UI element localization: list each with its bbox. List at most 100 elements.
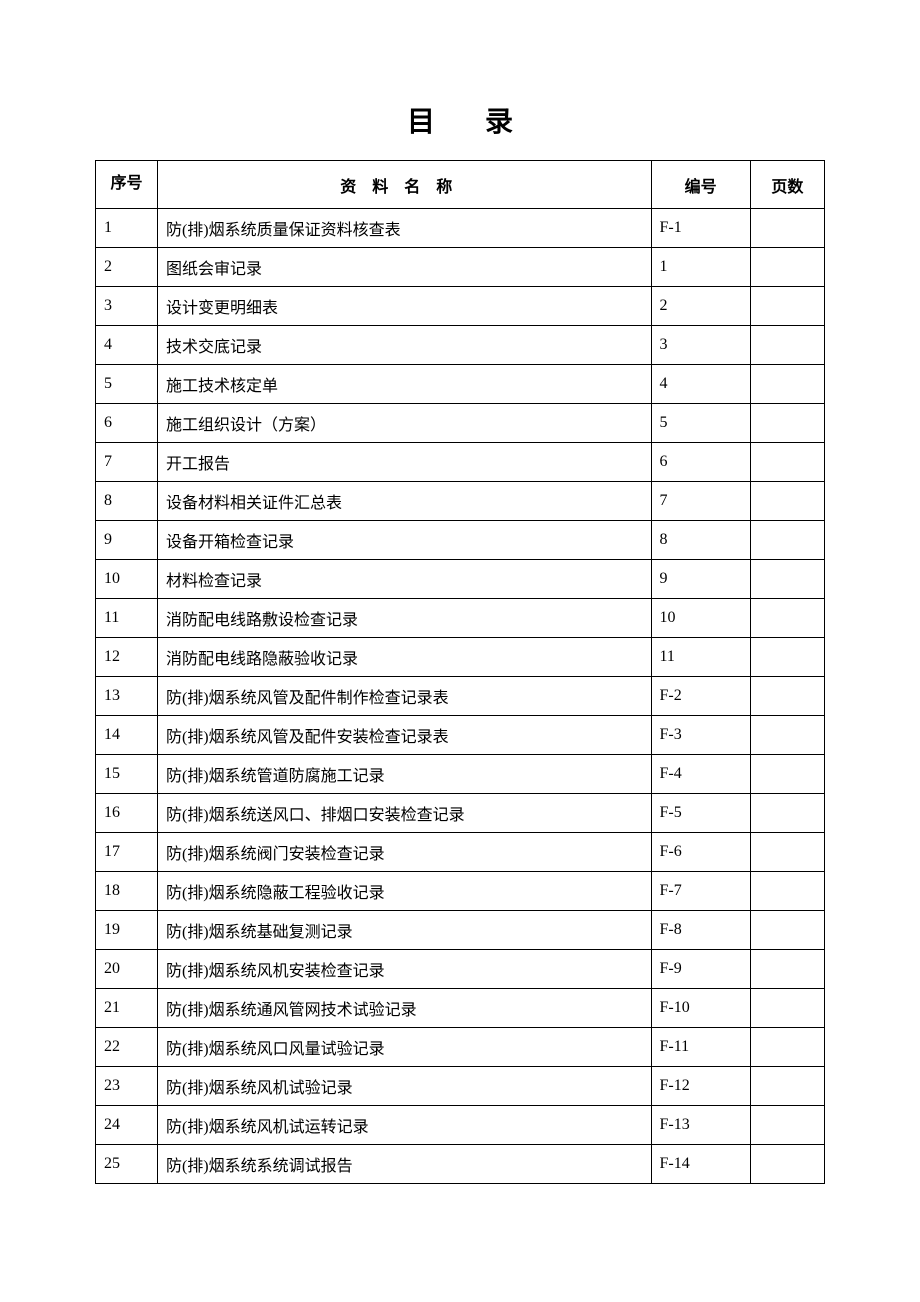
cell-page: [750, 989, 824, 1028]
cell-name: 施工组织设计（方案）: [157, 404, 651, 443]
cell-page: [750, 248, 824, 287]
cell-code: F-14: [651, 1145, 750, 1184]
table-row: 23防(排)烟系统风机试验记录F-12: [96, 1067, 825, 1106]
header-page: 页数: [750, 161, 824, 209]
cell-page: [750, 833, 824, 872]
cell-page: [750, 1028, 824, 1067]
cell-seq: 20: [96, 950, 158, 989]
cell-name: 防(排)烟系统风管及配件安装检查记录表: [157, 716, 651, 755]
cell-code: 7: [651, 482, 750, 521]
table-row: 1防(排)烟系统质量保证资料核查表F-1: [96, 209, 825, 248]
cell-page: [750, 287, 824, 326]
cell-code: 4: [651, 365, 750, 404]
cell-code: F-8: [651, 911, 750, 950]
cell-code: F-5: [651, 794, 750, 833]
cell-code: 8: [651, 521, 750, 560]
table-row: 8设备材料相关证件汇总表7: [96, 482, 825, 521]
cell-seq: 21: [96, 989, 158, 1028]
cell-code: 11: [651, 638, 750, 677]
table-row: 15防(排)烟系统管道防腐施工记录F-4: [96, 755, 825, 794]
cell-name: 防(排)烟系统管道防腐施工记录: [157, 755, 651, 794]
cell-page: [750, 326, 824, 365]
cell-name: 技术交底记录: [157, 326, 651, 365]
cell-code: F-10: [651, 989, 750, 1028]
cell-name: 防(排)烟系统系统调试报告: [157, 1145, 651, 1184]
cell-name: 消防配电线路敷设检查记录: [157, 599, 651, 638]
cell-code: F-12: [651, 1067, 750, 1106]
cell-code: 2: [651, 287, 750, 326]
cell-name: 防(排)烟系统风机试验记录: [157, 1067, 651, 1106]
header-seq: 序号: [96, 161, 158, 209]
cell-page: [750, 1067, 824, 1106]
table-row: 4技术交底记录3: [96, 326, 825, 365]
table-row: 13防(排)烟系统风管及配件制作检查记录表F-2: [96, 677, 825, 716]
cell-page: [750, 716, 824, 755]
cell-code: F-6: [651, 833, 750, 872]
cell-seq: 12: [96, 638, 158, 677]
cell-seq: 5: [96, 365, 158, 404]
cell-name: 防(排)烟系统送风口、排烟口安装检查记录: [157, 794, 651, 833]
cell-page: [750, 365, 824, 404]
cell-seq: 17: [96, 833, 158, 872]
cell-seq: 24: [96, 1106, 158, 1145]
cell-seq: 14: [96, 716, 158, 755]
cell-code: F-4: [651, 755, 750, 794]
cell-page: [750, 950, 824, 989]
table-row: 2图纸会审记录1: [96, 248, 825, 287]
table-row: 12消防配电线路隐蔽验收记录11: [96, 638, 825, 677]
table-row: 6施工组织设计（方案）5: [96, 404, 825, 443]
cell-page: [750, 443, 824, 482]
table-row: 7开工报告6: [96, 443, 825, 482]
cell-seq: 23: [96, 1067, 158, 1106]
cell-name: 防(排)烟系统风口风量试验记录: [157, 1028, 651, 1067]
table-header-row: 序号 资料名称 编号 页数: [96, 161, 825, 209]
header-name: 资料名称: [157, 161, 651, 209]
cell-page: [750, 1106, 824, 1145]
cell-seq: 3: [96, 287, 158, 326]
toc-table: 序号 资料名称 编号 页数 1防(排)烟系统质量保证资料核查表F-12图纸会审记…: [95, 160, 825, 1184]
cell-name: 防(排)烟系统阀门安装检查记录: [157, 833, 651, 872]
cell-name: 设计变更明细表: [157, 287, 651, 326]
cell-code: F-7: [651, 872, 750, 911]
table-row: 21防(排)烟系统通风管网技术试验记录F-10: [96, 989, 825, 1028]
cell-seq: 1: [96, 209, 158, 248]
cell-page: [750, 677, 824, 716]
cell-name: 开工报告: [157, 443, 651, 482]
cell-seq: 8: [96, 482, 158, 521]
cell-name: 防(排)烟系统风管及配件制作检查记录表: [157, 677, 651, 716]
cell-code: F-11: [651, 1028, 750, 1067]
cell-seq: 7: [96, 443, 158, 482]
cell-code: F-9: [651, 950, 750, 989]
table-row: 14防(排)烟系统风管及配件安装检查记录表F-3: [96, 716, 825, 755]
cell-page: [750, 794, 824, 833]
cell-code: F-3: [651, 716, 750, 755]
cell-page: [750, 404, 824, 443]
cell-code: 10: [651, 599, 750, 638]
cell-code: 5: [651, 404, 750, 443]
cell-page: [750, 560, 824, 599]
header-code: 编号: [651, 161, 750, 209]
table-row: 9设备开箱检查记录8: [96, 521, 825, 560]
cell-page: [750, 521, 824, 560]
cell-page: [750, 872, 824, 911]
table-row: 25防(排)烟系统系统调试报告F-14: [96, 1145, 825, 1184]
cell-code: 3: [651, 326, 750, 365]
cell-page: [750, 755, 824, 794]
table-row: 10材料检查记录9: [96, 560, 825, 599]
table-row: 22防(排)烟系统风口风量试验记录F-11: [96, 1028, 825, 1067]
table-row: 11消防配电线路敷设检查记录10: [96, 599, 825, 638]
cell-seq: 10: [96, 560, 158, 599]
cell-page: [750, 638, 824, 677]
cell-name: 防(排)烟系统通风管网技术试验记录: [157, 989, 651, 1028]
cell-page: [750, 482, 824, 521]
cell-code: 9: [651, 560, 750, 599]
cell-seq: 15: [96, 755, 158, 794]
table-row: 20防(排)烟系统风机安装检查记录F-9: [96, 950, 825, 989]
cell-seq: 25: [96, 1145, 158, 1184]
cell-page: [750, 1145, 824, 1184]
cell-page: [750, 209, 824, 248]
cell-code: 6: [651, 443, 750, 482]
cell-seq: 16: [96, 794, 158, 833]
cell-name: 防(排)烟系统风机试运转记录: [157, 1106, 651, 1145]
cell-seq: 2: [96, 248, 158, 287]
